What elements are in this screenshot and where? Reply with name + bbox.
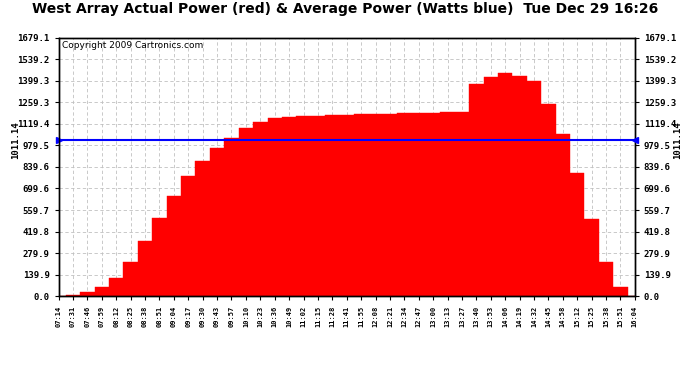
Text: 1011.14: 1011.14 bbox=[673, 122, 682, 159]
Text: 1011.14: 1011.14 bbox=[11, 122, 20, 159]
Text: West Array Actual Power (red) & Average Power (Watts blue)  Tue Dec 29 16:26: West Array Actual Power (red) & Average … bbox=[32, 2, 658, 16]
Text: Copyright 2009 Cartronics.com: Copyright 2009 Cartronics.com bbox=[61, 41, 203, 50]
